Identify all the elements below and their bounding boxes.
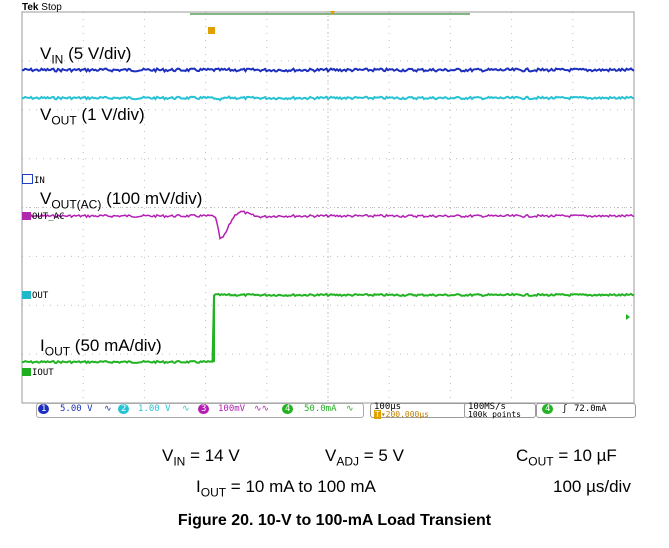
caption-timediv: 100 µs/div	[553, 477, 631, 496]
scope-header: Tek Stop	[22, 2, 62, 13]
trigger-position-marker	[208, 27, 215, 34]
ch2-scale: 1.00 V	[138, 404, 171, 414]
timebase-value: 100µs	[374, 402, 402, 412]
waveform-plot	[21, 11, 635, 404]
caption-cout: COUT = 10 µF	[516, 446, 617, 469]
ch2-reference-marker: OUT	[22, 291, 48, 301]
ch4-reference-marker: IOUT	[22, 368, 54, 378]
voutac-trace-label: VOUT(AC) (100 mV/div)	[40, 189, 203, 212]
iout-trace-label: IOUT (50 mA/div)	[40, 336, 162, 359]
caption-iout: IOUT = 10 mA to 100 mA	[196, 477, 376, 500]
ch4-badge[interactable]: 4	[282, 404, 294, 414]
caption-vadj: VADJ = 5 V	[325, 446, 404, 469]
graticule-background	[22, 12, 634, 403]
acquisition-state: Stop	[41, 2, 62, 13]
expansion-point-marker	[330, 11, 335, 15]
ch1-reference-marker: IN	[22, 174, 45, 186]
waveform-traces	[21, 66, 635, 365]
sample-rate: 100MS/s	[468, 402, 506, 412]
trigger-position-icon: T	[374, 410, 381, 419]
trigger-frame	[536, 403, 636, 418]
voutac-trace	[21, 210, 635, 240]
ch3-scale: 100mV	[218, 404, 246, 414]
caption-vin: VIN = 14 V	[162, 446, 240, 469]
vin-trace	[21, 66, 635, 74]
ch2-badge[interactable]: 2	[118, 404, 130, 414]
ch1-scale: 5.00 V	[60, 404, 93, 414]
oscilloscope-screen: Tek Stop VIN (5 V/div) VOUT (1 V/div) VO…	[21, 2, 636, 419]
acquisition-frame	[464, 403, 536, 418]
vout-trace-label: VOUT (1 V/div)	[40, 105, 145, 128]
top-markers	[190, 11, 630, 320]
ch2-bw-icon: ∿	[182, 404, 190, 414]
record-length: 100k points	[468, 410, 521, 419]
ch1-bw-icon: ∿	[104, 404, 112, 414]
vout-trace	[21, 95, 635, 102]
ch3-reference-marker: OUT_AC	[22, 212, 65, 222]
ch3-bw-icon: ∿∿	[254, 404, 270, 414]
ch3-badge[interactable]: 3	[198, 404, 210, 414]
rising-edge-icon: ʃ	[562, 404, 568, 414]
brand-label: Tek	[22, 2, 39, 13]
vin-trace-label: VIN (5 V/div)	[40, 44, 132, 67]
figure-title: Figure 20. 10-V to 100-mA Load Transient	[177, 512, 492, 529]
iout-trace	[21, 292, 635, 365]
channel-settings-bar: 1 5.00 V ∿ 2 1.00 V ∿ 3 100mV ∿∿ 4 50.0m…	[36, 403, 366, 418]
trigger-level-marker	[626, 314, 630, 320]
trigger-level: 72.0mA	[574, 404, 607, 414]
ch4-scale: 50.0mA	[304, 404, 337, 414]
delay-value: T▾200.000µs	[374, 410, 429, 419]
ch4-bw-icon: ∿	[346, 404, 354, 414]
trigger-channel-badge: 4	[542, 404, 554, 414]
ch1-badge[interactable]: 1	[38, 404, 50, 414]
